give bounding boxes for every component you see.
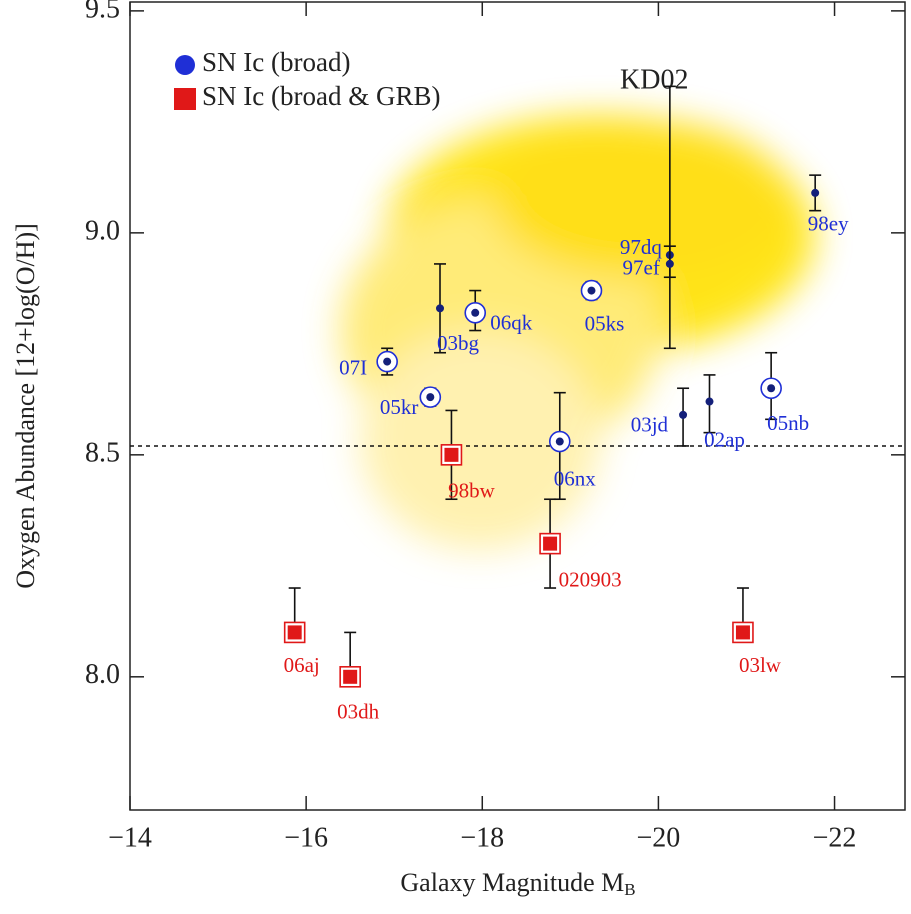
x-tick-label: −18 [460, 822, 504, 853]
x-axis-title-sub: B [624, 880, 635, 899]
y-tick-label: 8.0 [85, 659, 120, 690]
legend-label: SN Ic (broad & GRB) [202, 81, 440, 111]
galaxy-cloud [340, 115, 815, 550]
point [383, 357, 392, 366]
point-label: 03bg [437, 331, 480, 355]
x-tick-label: −20 [637, 822, 681, 853]
point [587, 286, 596, 295]
point-label: 06nx [554, 466, 597, 490]
point-label: 06aj [284, 653, 320, 677]
legend-marker [175, 55, 195, 75]
x-axis-title-main: Galaxy Magnitude M [400, 868, 624, 897]
point-label: 020903 [559, 567, 622, 591]
point-label: 97ef [623, 256, 660, 280]
point-label: 05ks [585, 311, 625, 335]
point-label: 05kr [380, 395, 419, 419]
x-axis-title: Galaxy Magnitude MB [400, 868, 635, 899]
point [665, 259, 674, 268]
point [555, 437, 564, 446]
point [343, 669, 358, 684]
annotation: KD02 [620, 64, 688, 95]
point [436, 304, 444, 313]
point [543, 536, 558, 551]
point [811, 188, 820, 197]
point [705, 397, 714, 406]
point-label: 03lw [739, 653, 782, 677]
plot-frame [129, 1, 906, 811]
y-tick-label: 8.5 [85, 437, 120, 468]
point [679, 410, 688, 419]
point-label: 98bw [448, 479, 496, 503]
point [287, 625, 302, 640]
legend-marker [174, 88, 196, 110]
point-label: 97dq [620, 235, 663, 259]
legend-label: SN Ic (broad) [202, 47, 350, 77]
x-tick-label: −14 [108, 822, 152, 853]
point-label: 03jd [631, 413, 669, 437]
point [426, 393, 435, 402]
point-label: 05nb [767, 411, 809, 435]
y-axis-title: Oxygen Abundance [12+log(O/H)] [11, 223, 40, 589]
x-tick-label: −22 [813, 822, 857, 853]
y-tick-label: 9.5 [85, 0, 120, 24]
point-label: 02ap [704, 427, 745, 451]
point-label: 98ey [808, 212, 849, 236]
point [735, 625, 750, 640]
point [471, 308, 480, 317]
y-tick-label: 9.0 [85, 215, 120, 246]
point [444, 447, 459, 462]
point-label: 07I [339, 355, 367, 379]
point-label: 06qk [490, 311, 533, 335]
point [767, 384, 776, 393]
x-tick-label: −16 [284, 822, 328, 853]
point-label: 03dh [337, 700, 380, 724]
